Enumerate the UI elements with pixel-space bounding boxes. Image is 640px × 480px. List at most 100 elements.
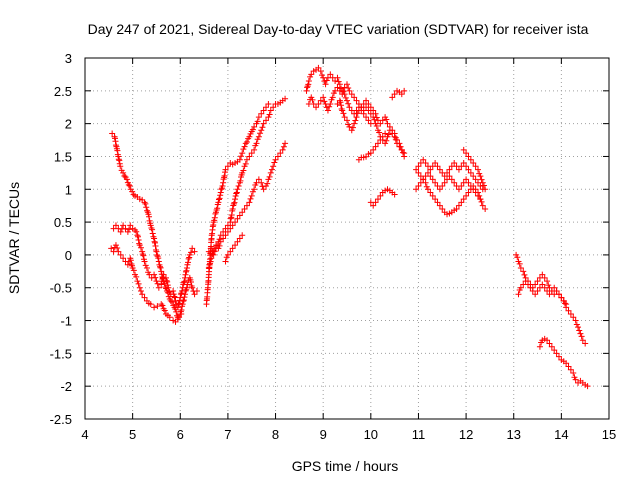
data-point (432, 179, 439, 186)
data-point (169, 299, 176, 306)
data-point (397, 143, 404, 150)
data-point (159, 302, 166, 309)
plot-frame (84, 57, 610, 420)
data-point (344, 117, 350, 124)
data-point (305, 81, 312, 88)
data-point (391, 191, 398, 198)
data-point (479, 202, 486, 209)
data-point (265, 114, 272, 121)
data-point (171, 294, 178, 301)
data-point (563, 360, 570, 367)
x-axis-label: GPS time / hours (292, 458, 399, 474)
data-point (432, 196, 439, 203)
data-point (401, 153, 408, 160)
data-point (183, 284, 190, 291)
data-point (154, 280, 161, 287)
data-point (240, 146, 247, 153)
data-point (120, 255, 127, 262)
y-tick-label: 0 (65, 248, 72, 263)
data-point (233, 190, 240, 197)
data-point (477, 196, 484, 203)
data-point (142, 200, 149, 207)
data-point (117, 251, 124, 258)
data-point (367, 150, 374, 157)
data-point (413, 186, 420, 193)
data-point (206, 261, 213, 268)
data-point (383, 116, 390, 123)
data-point (266, 111, 273, 118)
data-point (237, 177, 244, 184)
data-point (233, 189, 240, 196)
data-point (384, 120, 391, 127)
data-point (329, 94, 336, 101)
data-point (178, 307, 185, 314)
data-point (141, 294, 148, 301)
data-point (348, 127, 355, 134)
data-point (539, 271, 546, 278)
data-point (260, 107, 267, 114)
data-point (171, 293, 178, 300)
data-point (263, 104, 270, 111)
data-point (340, 110, 347, 117)
data-point (427, 173, 434, 180)
y-tick-label: -0.5 (50, 281, 72, 296)
data-point (317, 68, 324, 75)
data-point (377, 120, 384, 127)
data-point (460, 196, 467, 203)
data-point (532, 291, 539, 298)
data-point (255, 133, 262, 140)
data-point (236, 156, 243, 163)
data-point (164, 278, 171, 285)
data-point (448, 176, 455, 183)
data-point (478, 198, 485, 205)
data-point (224, 251, 231, 258)
data-point (344, 97, 350, 104)
data-point (463, 176, 470, 183)
data-point (176, 300, 183, 307)
data-point (544, 337, 551, 344)
data-point (180, 297, 187, 304)
data-point (351, 120, 358, 127)
x-tick-label: 6 (177, 427, 184, 442)
chart-title: Day 247 of 2021, Sidereal Day-to-day VTE… (88, 21, 589, 37)
y-tick-label: 2.5 (54, 84, 72, 99)
data-point (517, 284, 524, 291)
data-point (478, 176, 485, 183)
data-point (345, 84, 352, 91)
data-point (415, 182, 422, 189)
data-point (272, 156, 279, 163)
data-point (379, 133, 386, 140)
data-point (455, 166, 462, 173)
data-point (398, 91, 405, 98)
data-point (327, 71, 334, 78)
data-point (136, 242, 143, 249)
data-point (236, 235, 243, 242)
data-point (270, 104, 277, 111)
data-point (136, 240, 143, 247)
data-point (338, 102, 345, 109)
data-point (432, 160, 439, 167)
data-point (184, 281, 191, 288)
data-point (536, 343, 543, 350)
data-point (189, 284, 196, 291)
data-point (114, 244, 121, 251)
data-point (548, 343, 555, 350)
data-point (394, 137, 401, 144)
data-point (232, 242, 239, 249)
data-point (401, 87, 408, 94)
data-point (134, 278, 141, 285)
data-point (222, 232, 229, 239)
data-point (373, 114, 380, 121)
data-point (567, 310, 574, 317)
data-point (463, 163, 470, 170)
data-point (396, 140, 403, 147)
data-point (351, 94, 358, 101)
data-point (336, 81, 343, 88)
data-point (160, 271, 167, 278)
data-point (446, 166, 453, 173)
data-point (422, 160, 429, 167)
data-point (176, 314, 183, 321)
data-point (541, 284, 548, 291)
data-point (515, 291, 522, 298)
data-series (413, 156, 486, 193)
